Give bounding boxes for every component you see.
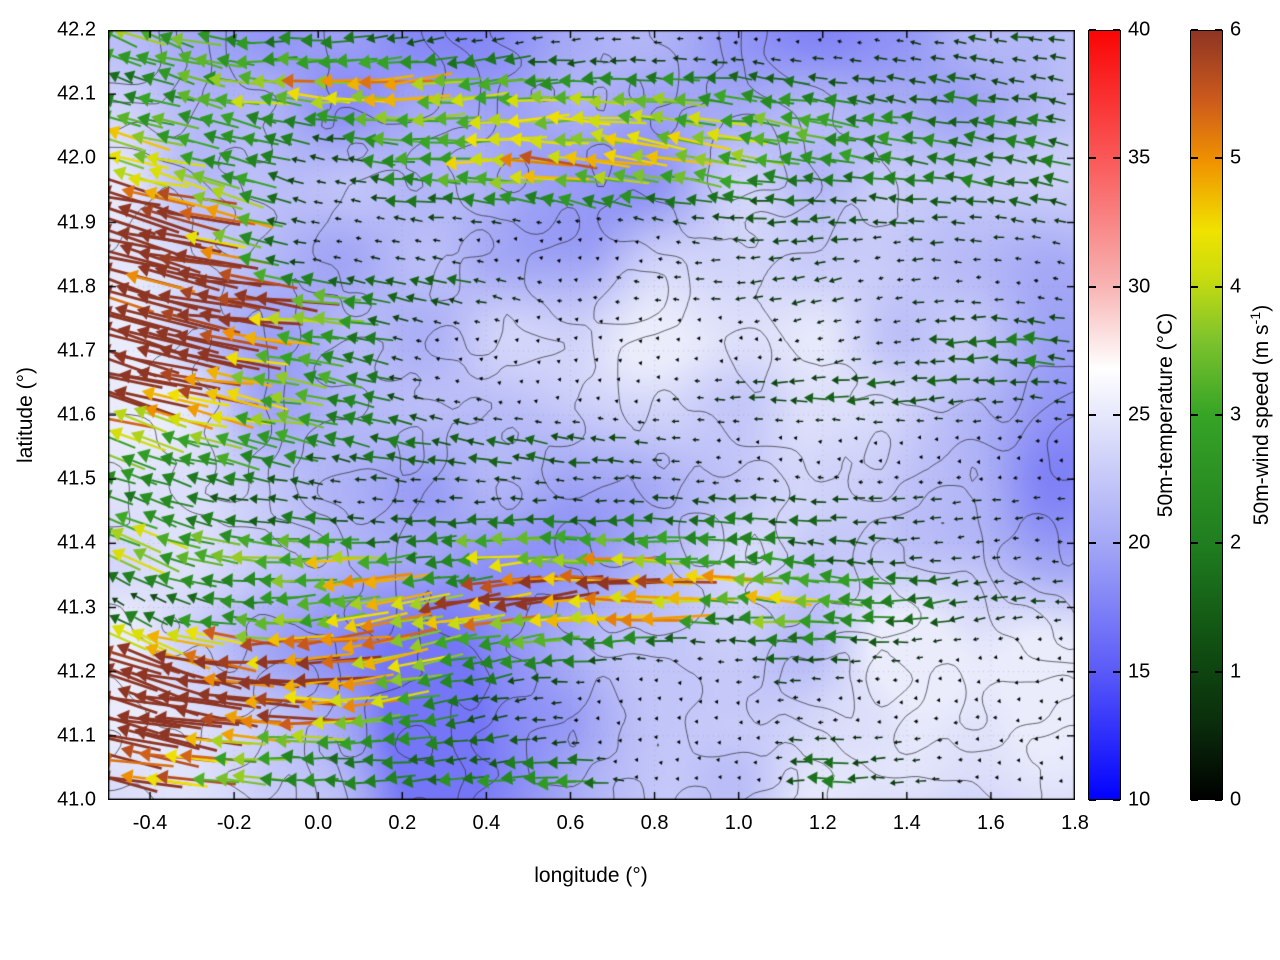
y-tick-label: 41.1 — [57, 724, 96, 747]
temperature-colorbar-tick-mark — [1113, 285, 1120, 288]
x-tick-label: 1.6 — [977, 812, 1005, 834]
x-tick-label: 0.2 — [388, 812, 417, 834]
temperature-colorbar-tick-mark — [1089, 414, 1096, 416]
wind-colorbar-tick-mark — [1191, 157, 1198, 160]
temperature-colorbar-tick-mark — [1089, 157, 1096, 160]
wind-colorbar-tick-number: 3 — [1230, 403, 1242, 426]
wind-colorbar-tick-mark — [1215, 799, 1222, 801]
y-tick-label: 41.7 — [57, 339, 96, 362]
temperature-colorbar-tick-number: 30 — [1128, 275, 1151, 298]
wind-colorbar-tick-mark — [1191, 799, 1198, 801]
wind-colorbar-tick-mark — [1215, 414, 1222, 416]
wind-colorbar-tick-number: 4 — [1230, 275, 1242, 298]
y-tick-label: 41.0 — [57, 788, 96, 811]
y-tick-label: 41.2 — [57, 660, 96, 683]
wind-colorbar-tick-mark — [1191, 670, 1198, 673]
x-axis-label: longitude (°) — [534, 864, 648, 887]
x-tick-label: 0.8 — [640, 812, 669, 834]
x-tick-label: -0.2 — [216, 812, 252, 834]
y-tick-label: 41.9 — [57, 211, 96, 233]
y-tick-label: 41.3 — [57, 596, 96, 618]
wind-colorbar-tick-mark — [1191, 29, 1198, 31]
wind-colorbar-tick-mark — [1215, 157, 1222, 160]
wind-colorbar-label-close: ) — [1250, 304, 1273, 312]
x-tick-label: 1.0 — [724, 812, 753, 834]
y-tick-label: 41.5 — [57, 467, 96, 490]
x-tick-label: 1.8 — [1061, 812, 1089, 834]
x-tick-label: 1.2 — [808, 812, 837, 834]
wind-colorbar-label: 50m-wind speed (m s-1) — [1248, 305, 1274, 525]
wind-colorbar-tick-number: 0 — [1230, 788, 1242, 811]
wind-colorbar-tick-number: 2 — [1230, 531, 1242, 554]
temperature-colorbar-tick-mark — [1089, 285, 1096, 288]
y-tick-label: 41.8 — [57, 275, 96, 298]
wind-colorbar-tick-mark — [1215, 542, 1222, 545]
temperature-colorbar-tick-mark — [1113, 414, 1120, 416]
x-tick-label: 0.4 — [472, 812, 501, 834]
wind-colorbar-label-text: 50m-wind speed (m s — [1250, 324, 1273, 526]
y-tick-label: 42.2 — [57, 18, 96, 41]
temperature-colorbar-tick-mark — [1089, 542, 1096, 545]
wind-colorbar-tick-mark — [1215, 285, 1222, 288]
wind-colorbar-tick-mark — [1215, 670, 1222, 673]
y-tick-label: 42.0 — [57, 146, 96, 169]
temperature-colorbar-tick-mark — [1089, 29, 1096, 31]
wind-colorbar-label-superscript: -1 — [1248, 311, 1264, 325]
temperature-colorbar-tick-number: 20 — [1128, 531, 1151, 554]
temperature-colorbar-label: 50m-temperature (°C) — [1154, 312, 1177, 518]
temperature-colorbar-tick-number: 25 — [1128, 403, 1151, 426]
wind-colorbar-tick-mark — [1191, 414, 1198, 416]
x-tick-label: 0.6 — [556, 812, 585, 834]
plot-canvas — [108, 30, 1075, 800]
y-tick-label: 41.4 — [57, 531, 96, 554]
temperature-colorbar-tick-mark — [1113, 29, 1120, 31]
wind-colorbar-tick-mark — [1191, 285, 1198, 288]
temperature-colorbar-tick-number: 40 — [1128, 18, 1151, 41]
y-tick-label: 42.1 — [57, 82, 96, 105]
x-tick-label: 0.0 — [304, 812, 333, 834]
temperature-colorbar-tick-number: 15 — [1128, 660, 1151, 683]
y-axis-label: latitude (°) — [14, 367, 37, 463]
wind-colorbar-tick-mark — [1215, 29, 1222, 31]
temperature-colorbar-tick-mark — [1113, 157, 1120, 160]
temperature-colorbar-tick-mark — [1113, 670, 1120, 673]
x-tick-label: 1.4 — [892, 812, 921, 834]
wind-colorbar-tick-number: 6 — [1230, 18, 1242, 41]
wind-colorbar-tick-number: 1 — [1230, 660, 1242, 683]
y-tick-label: 41.6 — [57, 403, 96, 426]
temperature-colorbar-tick-mark — [1113, 799, 1120, 801]
wind-colorbar-tick-mark — [1191, 542, 1198, 545]
temperature-colorbar-tick-mark — [1113, 542, 1120, 545]
temperature-colorbar-tick-mark — [1089, 670, 1096, 673]
temperature-colorbar-tick-mark — [1089, 799, 1096, 801]
x-tick-label: -0.4 — [132, 812, 168, 834]
temperature-colorbar-tick-number: 35 — [1128, 146, 1151, 169]
wind-colorbar-tick-number: 5 — [1230, 146, 1242, 169]
temperature-colorbar-tick-number: 10 — [1128, 788, 1151, 811]
